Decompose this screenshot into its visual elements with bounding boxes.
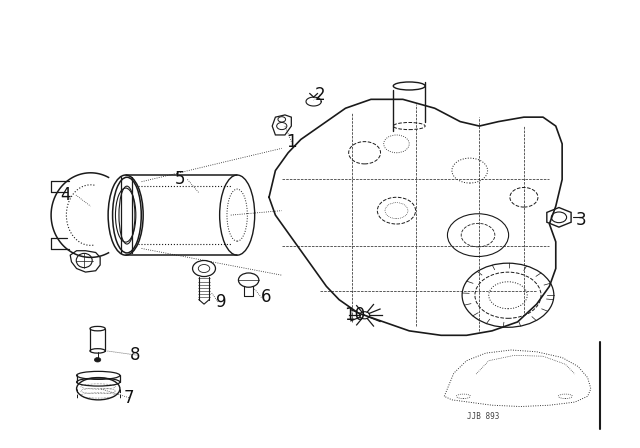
Text: 4: 4 — [60, 186, 70, 204]
Text: 9: 9 — [216, 293, 227, 311]
Text: JJB 893: JJB 893 — [467, 412, 499, 421]
Text: 1: 1 — [286, 133, 296, 151]
Text: 5: 5 — [175, 171, 185, 189]
Text: 6: 6 — [260, 289, 271, 306]
Text: 2: 2 — [315, 86, 325, 104]
Circle shape — [95, 358, 100, 362]
Text: 3: 3 — [576, 211, 587, 228]
Text: 8: 8 — [130, 346, 140, 364]
Text: 10: 10 — [344, 306, 365, 324]
Text: 7: 7 — [124, 388, 134, 407]
